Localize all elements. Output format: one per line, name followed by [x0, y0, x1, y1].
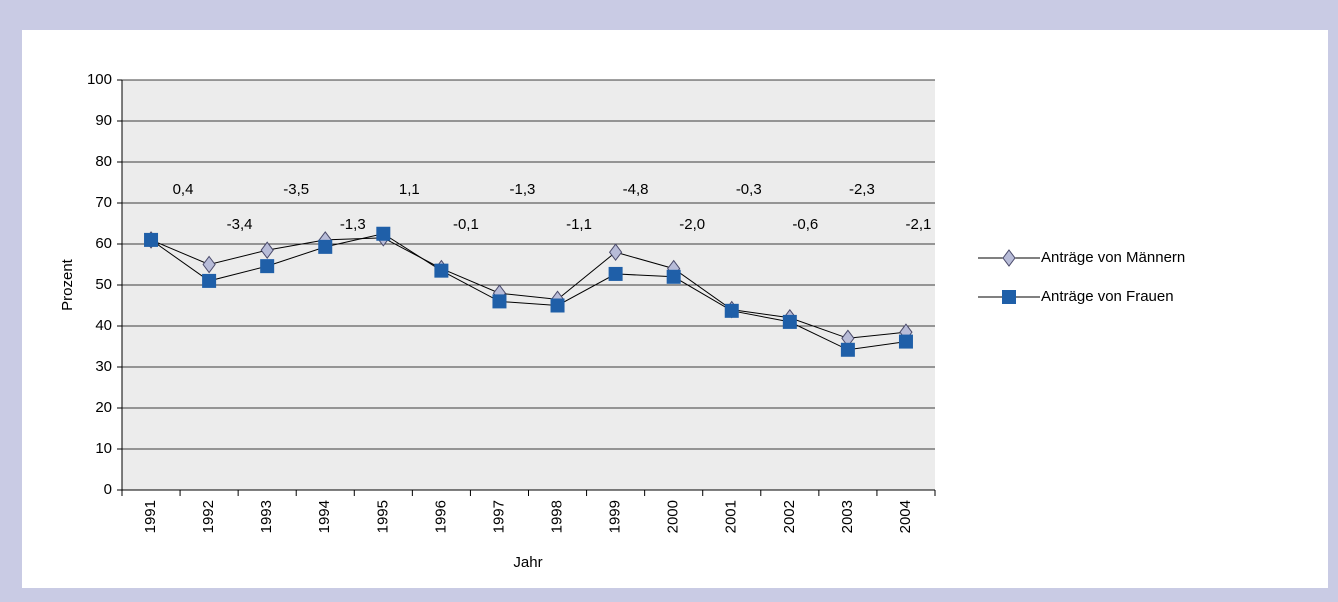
annotation: -3,4 — [227, 216, 253, 233]
data-point — [608, 266, 623, 281]
legend-marker — [1002, 290, 1016, 304]
annotation: -4,8 — [623, 181, 649, 198]
y-tick-label: 40 — [95, 317, 112, 334]
y-tick-label: 10 — [95, 440, 112, 457]
data-point — [492, 294, 507, 309]
x-tick-label: 1994 — [316, 500, 333, 533]
data-point — [608, 243, 623, 262]
y-tick-label: 0 — [104, 481, 112, 498]
legend-label: Anträge von Frauen — [1041, 288, 1174, 305]
y-tick-label: 90 — [95, 112, 112, 129]
y-tick-label: 70 — [95, 194, 112, 211]
x-tick-label: 2003 — [839, 500, 856, 533]
annotation: -1,3 — [340, 216, 366, 233]
data-point — [840, 342, 855, 357]
annotation: 0,4 — [173, 181, 194, 198]
data-point — [782, 314, 797, 329]
data-point — [202, 273, 217, 288]
data-point — [144, 232, 159, 247]
x-tick-label: 1999 — [607, 500, 624, 533]
x-tick-label: 1993 — [258, 500, 275, 533]
data-point — [260, 259, 275, 274]
x-tick-label: 1992 — [200, 500, 217, 533]
annotation: -2,1 — [906, 216, 932, 233]
legend-label: Anträge von Männern — [1041, 249, 1185, 266]
data-point — [260, 241, 274, 259]
x-tick-label: 1996 — [432, 500, 449, 533]
legend-marker — [1002, 249, 1016, 267]
data-point — [898, 334, 913, 349]
data-point — [202, 255, 216, 274]
annotation: -1,1 — [566, 216, 592, 233]
annotation: -0,3 — [736, 181, 762, 198]
data-point — [434, 263, 449, 278]
series-line — [150, 233, 907, 351]
x-tick-label: 1998 — [549, 500, 566, 533]
x-tick-label: 2000 — [665, 500, 682, 533]
series-line — [150, 237, 907, 339]
x-tick-label: 1995 — [374, 500, 391, 533]
y-tick-label: 60 — [95, 235, 112, 252]
annotation: -0,6 — [792, 216, 818, 233]
x-tick-label: 2004 — [897, 500, 914, 533]
annotation: -0,1 — [453, 216, 479, 233]
x-tick-label: 1997 — [490, 500, 507, 533]
annotation: -1,3 — [510, 181, 536, 198]
annotation: 1,1 — [399, 181, 420, 198]
data-point — [550, 298, 565, 313]
annotation: -3,5 — [283, 181, 309, 198]
data-point — [376, 226, 391, 241]
y-tick-label: 80 — [95, 153, 112, 170]
y-tick-label: 100 — [87, 71, 112, 88]
data-point — [724, 303, 739, 318]
x-tick-label: 2002 — [781, 500, 798, 533]
data-point — [318, 239, 333, 254]
data-point — [666, 269, 681, 284]
y-tick-label: 30 — [95, 358, 112, 375]
x-axis-title: Jahr — [513, 554, 542, 571]
annotation: -2,0 — [679, 216, 705, 233]
y-tick-label: 50 — [95, 276, 112, 293]
annotation: -2,3 — [849, 181, 875, 198]
x-tick-label: 1991 — [142, 500, 159, 533]
x-tick-label: 2001 — [723, 500, 740, 533]
y-tick-label: 20 — [95, 399, 112, 416]
y-axis-title: Prozent — [59, 258, 76, 311]
